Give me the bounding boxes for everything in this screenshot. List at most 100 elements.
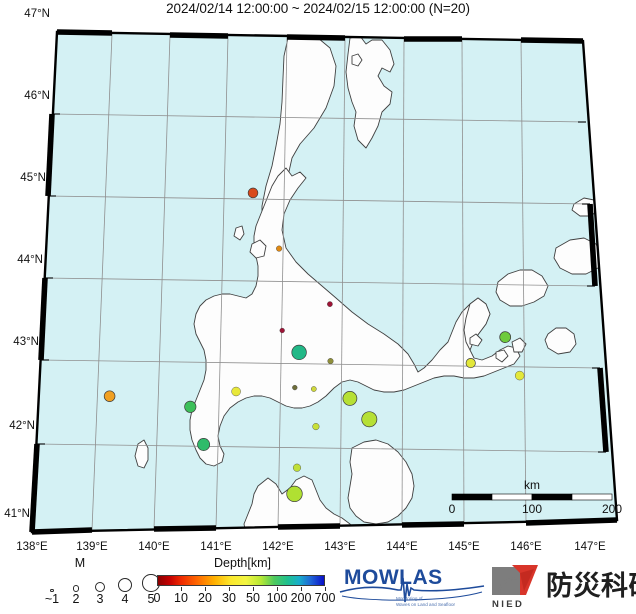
lat-line-42 [36,443,607,453]
epicenter-marker[interactable] [465,358,476,369]
lon-line-141 [215,35,229,529]
lon-line-146 [520,39,527,524]
mowlas-logo[interactable]: MOWLAS Monitoring of Waves on Land and S… [338,562,488,608]
map-canvas[interactable]: km 0 100 200 47°N 46°N 45°N 44°N 43°N 42… [0,8,636,540]
lon-line-139 [91,33,113,531]
depth-tick-200 [301,587,302,591]
depth-tick-20 [205,587,206,591]
branding-row: MOWLAS Monitoring of Waves on Land and S… [338,560,636,611]
depth-label-200: 200 [290,591,312,605]
epicenter-marker[interactable] [327,301,333,307]
magnitude-label-approx1: ~1 [44,592,60,606]
shimokita-peninsula [347,439,415,525]
lon-line-143 [339,37,346,527]
depth-tick-100 [277,587,278,591]
nied-name-japanese: 防災科研 [546,571,636,602]
lon-tick-label-147: 147°E [574,541,606,553]
epicenter-marker[interactable] [342,391,358,406]
rishiri-islet [249,239,267,259]
frame-inner-ticks [37,113,606,453]
lon-line-145 [461,38,465,525]
graticule-group [36,33,607,531]
epicenter-marker[interactable] [361,411,378,428]
lat-tick-label-47: 47°N [24,8,50,20]
nied-red-tail [520,569,534,591]
small-islet-west [233,225,245,241]
lon-tick-label-145: 145°E [448,541,480,553]
hokkaido-main-land [189,167,521,467]
depth-legend-title: Depth[km] [214,556,271,570]
lat-tick-label-44: 44°N [17,254,43,266]
nied-logo[interactable]: NIED 防災科研 [490,561,636,610]
depth-tick-10 [181,587,182,591]
map-svg: km 0 100 200 [29,29,622,535]
lat-tick-label-43: 43°N [13,336,39,348]
lat-tick-label-45: 45°N [20,172,46,184]
epicenter-marker[interactable] [286,485,303,503]
epicenter-marker[interactable] [247,187,259,199]
lon-tick-label-139: 139°E [76,541,108,553]
epicenter-marker[interactable] [499,331,512,343]
depth-label-20: 20 [198,591,212,605]
epicenter-marker[interactable] [312,423,320,431]
nied-logo-svg: NIED 防災科研 [492,565,636,610]
nied-gray-block [492,567,518,595]
magnitude-label-3: 3 [96,592,104,606]
epicenter-marker[interactable] [291,344,307,361]
magnitude-symbol-2 [72,585,80,592]
magnitude-legend-title: M [74,556,86,570]
kunashiri-island [495,269,549,307]
epicenter-marker[interactable] [197,438,211,451]
mowlas-underline [341,591,483,601]
lat-line-44 [44,277,596,287]
frame-tick-blocks [29,29,618,535]
lat-line-46 [51,113,587,123]
okushiri-island [134,439,149,469]
depth-label-100: 100 [266,591,288,605]
lon-tick-label-144: 144°E [386,541,418,553]
nied-gray-lower [500,579,520,595]
mowlas-logo-svg: MOWLAS Monitoring of Waves on Land and S… [339,566,485,607]
mowlas-tagline-line2: Waves on Land and Seafloor [396,602,456,607]
scalebar-seg-3 [531,493,573,501]
magnitude-symbol-3 [94,581,106,592]
epicenter-marker[interactable] [515,370,525,381]
lon-tick-label-146: 146°E [510,541,542,553]
scalebar-tick-100: 100 [522,502,542,516]
epicenter-marker[interactable] [327,358,334,365]
epicenter-marker[interactable] [103,390,116,402]
soya-islet [351,53,363,67]
mowlas-waveform-icon [339,577,485,603]
lon-tick-label-141: 141°E [200,541,232,553]
scalebar-tick-0: 0 [449,502,456,516]
lat-line-45 [47,195,591,205]
epicenter-marker[interactable] [293,463,302,472]
lon-line-140 [153,34,171,530]
nied-abbreviation: NIED [492,599,524,609]
depth-tick-50 [253,587,254,591]
magnitude-scale-symbols [30,573,160,593]
magnitude-label-2: 2 [72,592,80,606]
mowlas-tagline-line1: Monitoring of [396,596,423,601]
lat-tick-label-46: 46°N [24,90,50,102]
depth-tick-700 [325,587,326,591]
depth-label-50: 50 [246,591,260,605]
epicenter-marker[interactable] [292,385,298,391]
epicenter-marker[interactable] [231,386,241,397]
epicenter-marker[interactable] [279,327,285,334]
lon-tick-label-140: 140°E [138,541,170,553]
scalebar-seg-2 [491,493,533,501]
epicenter-marker[interactable] [184,400,197,413]
epicenter-markers-layer[interactable] [103,187,525,503]
scalebar-seg-4 [571,493,613,501]
lon-tick-label-143: 143°E [324,541,356,553]
map-frame [29,29,619,535]
shikotan-island [544,327,577,355]
lon-line-144 [401,38,405,526]
depth-tick-30 [229,587,230,591]
epicenter-marker[interactable] [310,386,317,392]
legend-panel: M Depth[km] 0 10 20 30 50 100 200 700 ~1 2 3 4 5 [0,556,636,611]
depth-colorbar-gradient [158,576,324,585]
epicenter-marker[interactable] [276,245,283,252]
